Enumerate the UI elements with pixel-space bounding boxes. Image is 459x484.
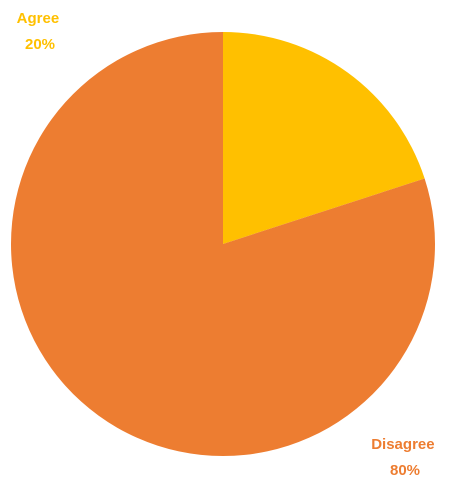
data-label-disagree-percent: 80% [390,462,420,479]
pie-slice-disagree [10,32,435,457]
data-label-disagree: Disagree 80% [371,436,439,479]
data-label-disagree-name: Disagree [371,436,434,453]
pie-slice-agree [223,32,425,244]
data-label-agree-name: Agree [17,10,60,27]
data-label-agree: Agree 20% [17,10,64,53]
data-label-agree-percent: 20% [25,36,55,53]
pie-slices [10,32,435,457]
